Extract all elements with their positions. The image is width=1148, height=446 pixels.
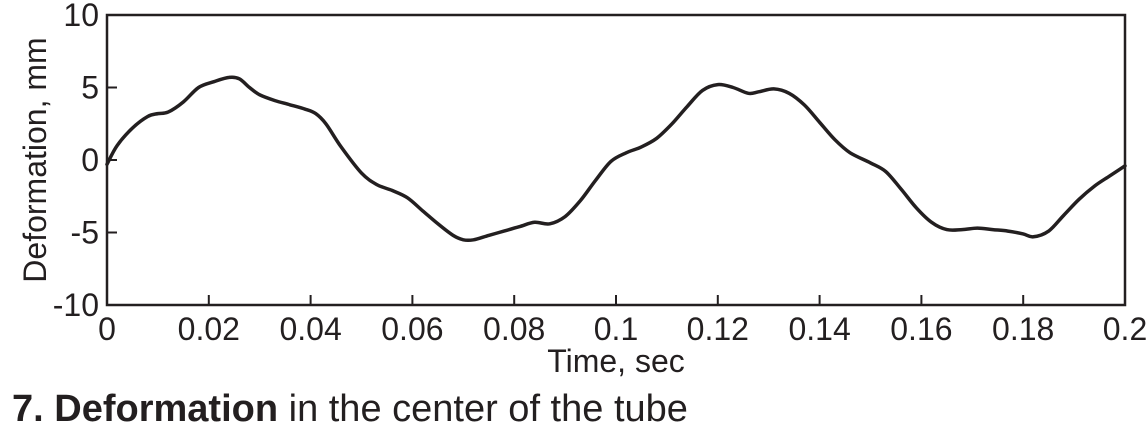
x-tick-label: 0.18 — [992, 311, 1054, 347]
x-tick-label: 0.06 — [381, 311, 443, 347]
x-tick-label: 0.2 — [1103, 311, 1147, 347]
y-tick-label: 5 — [81, 70, 99, 106]
x-tick-label: 0.08 — [483, 311, 545, 347]
y-axis-title: Deformation, mm — [17, 37, 53, 282]
x-axis-title: Time, sec — [547, 343, 685, 379]
y-tick-label: -5 — [71, 215, 99, 251]
x-tick-label: 0 — [98, 311, 116, 347]
y-tick-label: 10 — [63, 0, 99, 33]
x-tick-label: 0.04 — [279, 311, 341, 347]
x-tick-label: 0.14 — [788, 311, 850, 347]
plot-frame — [105, 13, 1127, 307]
caption-rest-text: in the center of the tube — [278, 388, 688, 430]
x-tick-label: 0.02 — [178, 311, 240, 347]
x-tick-label: 0.16 — [890, 311, 952, 347]
series-line-deformation — [105, 75, 1127, 243]
caption-bold-text: Deformation — [54, 388, 279, 430]
y-tick-label: 0 — [81, 142, 99, 178]
x-tick-label: 0.1 — [594, 311, 638, 347]
x-tick-label: 0.12 — [687, 311, 749, 347]
caption-number: 7. — [12, 388, 44, 430]
figure-caption: 7. Deformation in the center of the tube — [12, 388, 688, 431]
y-tick-label: -10 — [53, 287, 99, 323]
